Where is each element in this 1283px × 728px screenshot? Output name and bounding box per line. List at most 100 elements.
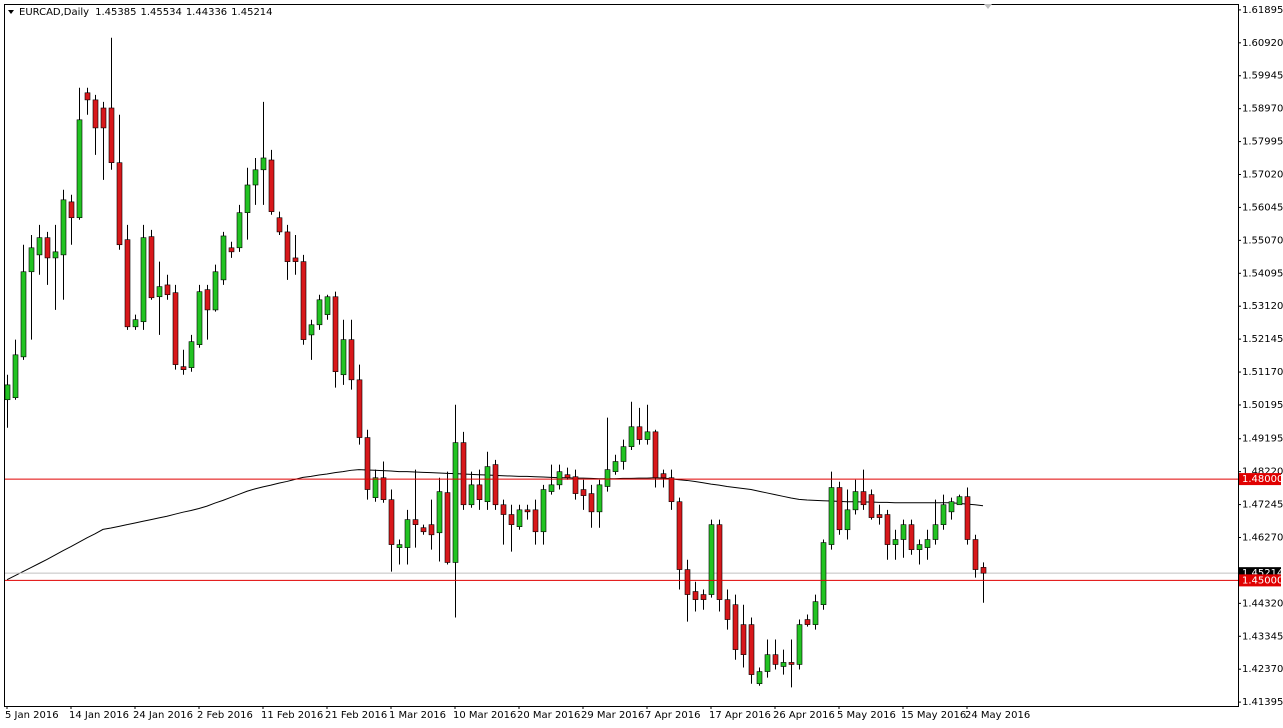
x-tick-label: 24 Jan 2016 bbox=[133, 710, 193, 721]
candle-body bbox=[204, 289, 211, 311]
candle-body bbox=[644, 431, 651, 440]
candle-body bbox=[372, 477, 379, 498]
candle-body bbox=[180, 366, 187, 370]
candle-body bbox=[556, 471, 563, 486]
y-tick-label: 1.57020 bbox=[1242, 170, 1283, 181]
x-tick-label: 5 May 2016 bbox=[837, 710, 896, 721]
candle-body bbox=[76, 119, 83, 219]
candle-body bbox=[316, 299, 323, 326]
candle-body bbox=[220, 235, 227, 281]
y-tick-label: 1.44320 bbox=[1242, 598, 1283, 609]
candle-body bbox=[580, 489, 587, 496]
candle-body bbox=[276, 217, 283, 233]
candle-body bbox=[836, 487, 843, 531]
menu-arrow bbox=[8, 10, 14, 14]
y-tick-label: 1.60920 bbox=[1242, 38, 1283, 49]
candle-body bbox=[572, 476, 579, 494]
candle-body bbox=[844, 509, 851, 531]
candle-body bbox=[228, 247, 235, 253]
candle-body bbox=[20, 271, 27, 358]
hline-price-box bbox=[1239, 473, 1281, 486]
y-tick-label: 1.47245 bbox=[1242, 500, 1283, 511]
candle-body bbox=[932, 524, 939, 540]
candle-body bbox=[300, 261, 307, 340]
x-tick-label: 26 Apr 2016 bbox=[773, 710, 835, 721]
candle-body bbox=[484, 466, 491, 503]
candle-body bbox=[668, 477, 675, 503]
candle-body bbox=[380, 477, 387, 500]
x-tick-label: 7 Apr 2016 bbox=[645, 710, 700, 721]
candle-body bbox=[956, 496, 963, 506]
candle-body bbox=[828, 487, 835, 545]
y-tick-label: 1.51170 bbox=[1242, 367, 1283, 378]
candle-body bbox=[260, 157, 267, 171]
plot-frame bbox=[4, 4, 1239, 707]
y-tick-label: 1.56045 bbox=[1242, 202, 1283, 213]
candle-body bbox=[812, 601, 819, 625]
candle-body bbox=[324, 296, 331, 315]
candle-body bbox=[908, 524, 915, 550]
candle-body bbox=[756, 671, 763, 685]
hline-price-label: 1.45000 bbox=[1242, 575, 1283, 586]
candle-body bbox=[884, 514, 891, 545]
candle-body bbox=[244, 184, 251, 213]
candle-body bbox=[148, 236, 155, 299]
y-tick-label: 1.46270 bbox=[1242, 533, 1283, 544]
candle-body bbox=[44, 237, 51, 259]
y-tick-label: 1.61895 bbox=[1242, 5, 1283, 16]
y-tick-label: 1.52145 bbox=[1242, 334, 1283, 345]
x-tick-label: 24 May 2016 bbox=[965, 710, 1030, 721]
candle-body bbox=[652, 431, 659, 479]
y-tick-label: 1.57995 bbox=[1242, 137, 1283, 148]
shift-marker bbox=[984, 4, 992, 9]
chart-header: EURCAD,Daily 1.45385 1.45534 1.44336 1.45214 bbox=[19, 7, 273, 18]
candle-body bbox=[860, 491, 867, 506]
candle-body bbox=[212, 271, 219, 311]
low-value: 1.44336 bbox=[186, 7, 227, 18]
candle-body bbox=[460, 442, 467, 506]
candle-body bbox=[524, 509, 531, 513]
close-value: 1.45214 bbox=[231, 7, 272, 18]
candle-body bbox=[236, 212, 243, 249]
candle-body bbox=[636, 426, 643, 440]
candle-body bbox=[172, 292, 179, 365]
high-value: 1.45534 bbox=[140, 7, 181, 18]
candle-body bbox=[852, 491, 859, 511]
candle-body bbox=[796, 624, 803, 665]
candle-body bbox=[404, 519, 411, 548]
candle-body bbox=[900, 524, 907, 540]
open-value: 1.45385 bbox=[95, 7, 136, 18]
y-tick-label: 1.53120 bbox=[1242, 301, 1283, 312]
plot-area bbox=[5, 37, 1238, 688]
candle-body bbox=[5, 384, 11, 401]
x-tick-label: 15 May 2016 bbox=[901, 710, 966, 721]
candle-body bbox=[500, 504, 507, 515]
candle-body bbox=[764, 654, 771, 672]
candle-body bbox=[52, 251, 59, 259]
candle-body bbox=[156, 286, 163, 298]
candle-body bbox=[964, 496, 971, 540]
candle-body bbox=[940, 504, 947, 525]
candle-body bbox=[444, 492, 451, 563]
candle-body bbox=[780, 662, 787, 667]
candle-body bbox=[420, 527, 427, 533]
candle-body bbox=[700, 594, 707, 600]
y-tick-label: 1.58970 bbox=[1242, 104, 1283, 115]
candle-body bbox=[684, 569, 691, 595]
candle-body bbox=[740, 624, 747, 655]
candle-body bbox=[12, 354, 19, 399]
y-tick-label: 1.48220 bbox=[1242, 467, 1283, 478]
candle-body bbox=[92, 99, 99, 129]
candle-body bbox=[364, 437, 371, 490]
candle-body bbox=[348, 339, 355, 381]
candle-body bbox=[108, 107, 115, 163]
candle-body bbox=[532, 509, 539, 533]
candle-body bbox=[100, 107, 107, 129]
x-tick-label: 1 Mar 2016 bbox=[389, 710, 446, 721]
x-tick-label: 21 Feb 2016 bbox=[325, 710, 387, 721]
candle-body bbox=[116, 162, 123, 246]
candle-body bbox=[412, 519, 419, 525]
candle-body bbox=[916, 544, 923, 550]
x-tick-label: 10 Mar 2016 bbox=[453, 710, 516, 721]
